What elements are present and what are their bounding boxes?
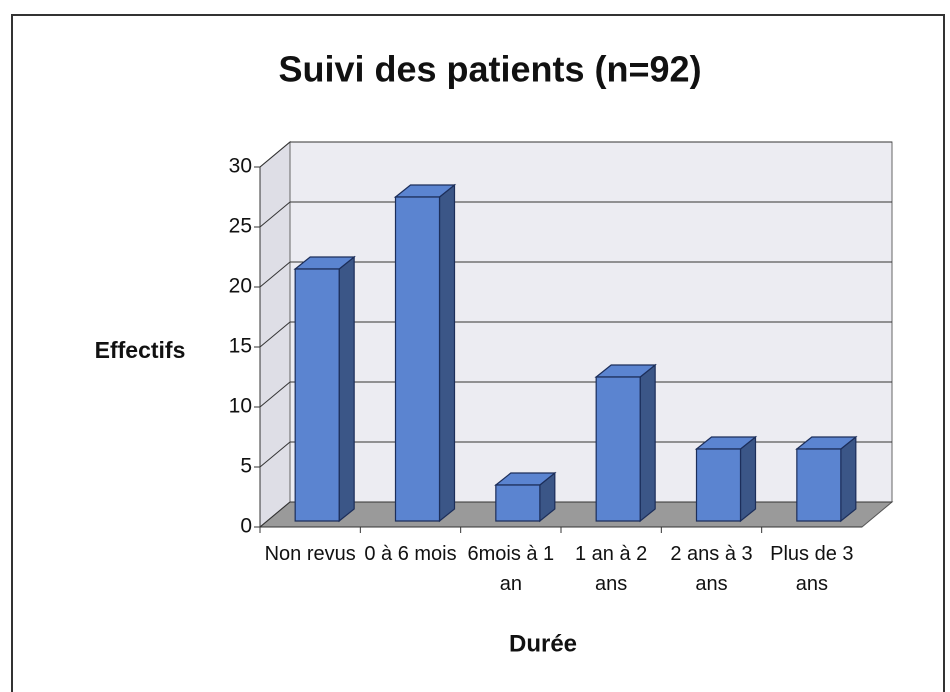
y-tick-label: 10: [229, 395, 252, 418]
y-tick-label: 20: [229, 275, 252, 298]
chart-title: Suivi des patients (n=92): [278, 49, 701, 90]
grid-line: [259, 201, 291, 228]
bar: [594, 363, 657, 523]
bar-side: [438, 183, 456, 523]
x-tick-label: 6mois à 1 an: [467, 543, 555, 595]
bar-side: [639, 363, 656, 523]
y-tick-label: 0: [240, 515, 252, 538]
grid-line: [259, 441, 291, 468]
y-tick-label: 25: [229, 215, 252, 238]
x-tick-label: 2 ans à 3 ans: [670, 543, 753, 595]
y-axis-label: Effectifs: [95, 337, 186, 363]
grid-line: [259, 261, 291, 288]
bar-front: [294, 268, 340, 522]
bar-front: [394, 196, 441, 522]
grid-line: [259, 141, 291, 168]
grid-line: [259, 501, 291, 528]
bar-front: [695, 448, 742, 522]
x-tick-label: 0 à 6 mois: [364, 543, 457, 565]
bar: [694, 435, 758, 523]
bar: [795, 435, 858, 523]
bar-front: [595, 376, 641, 522]
grid-line: [259, 381, 291, 408]
x-tick-label: 1 an à 2 ans: [575, 543, 648, 595]
bar: [293, 255, 356, 523]
bar-side: [338, 255, 355, 523]
bar: [494, 471, 557, 523]
y-tick-label: 5: [240, 455, 252, 478]
x-axis-label: Durée: [509, 630, 577, 657]
bar-front: [495, 484, 541, 522]
bar-front: [796, 448, 842, 522]
x-tick-label: Plus de 3 ans: [770, 543, 854, 595]
y-tick-label: 15: [229, 335, 252, 358]
bar-side: [840, 435, 857, 523]
bar-side: [739, 435, 757, 523]
y-tick-label: 30: [229, 155, 252, 178]
x-tick-label: Non revus: [264, 543, 356, 565]
bar: [393, 183, 457, 523]
grid-line: [259, 321, 291, 348]
